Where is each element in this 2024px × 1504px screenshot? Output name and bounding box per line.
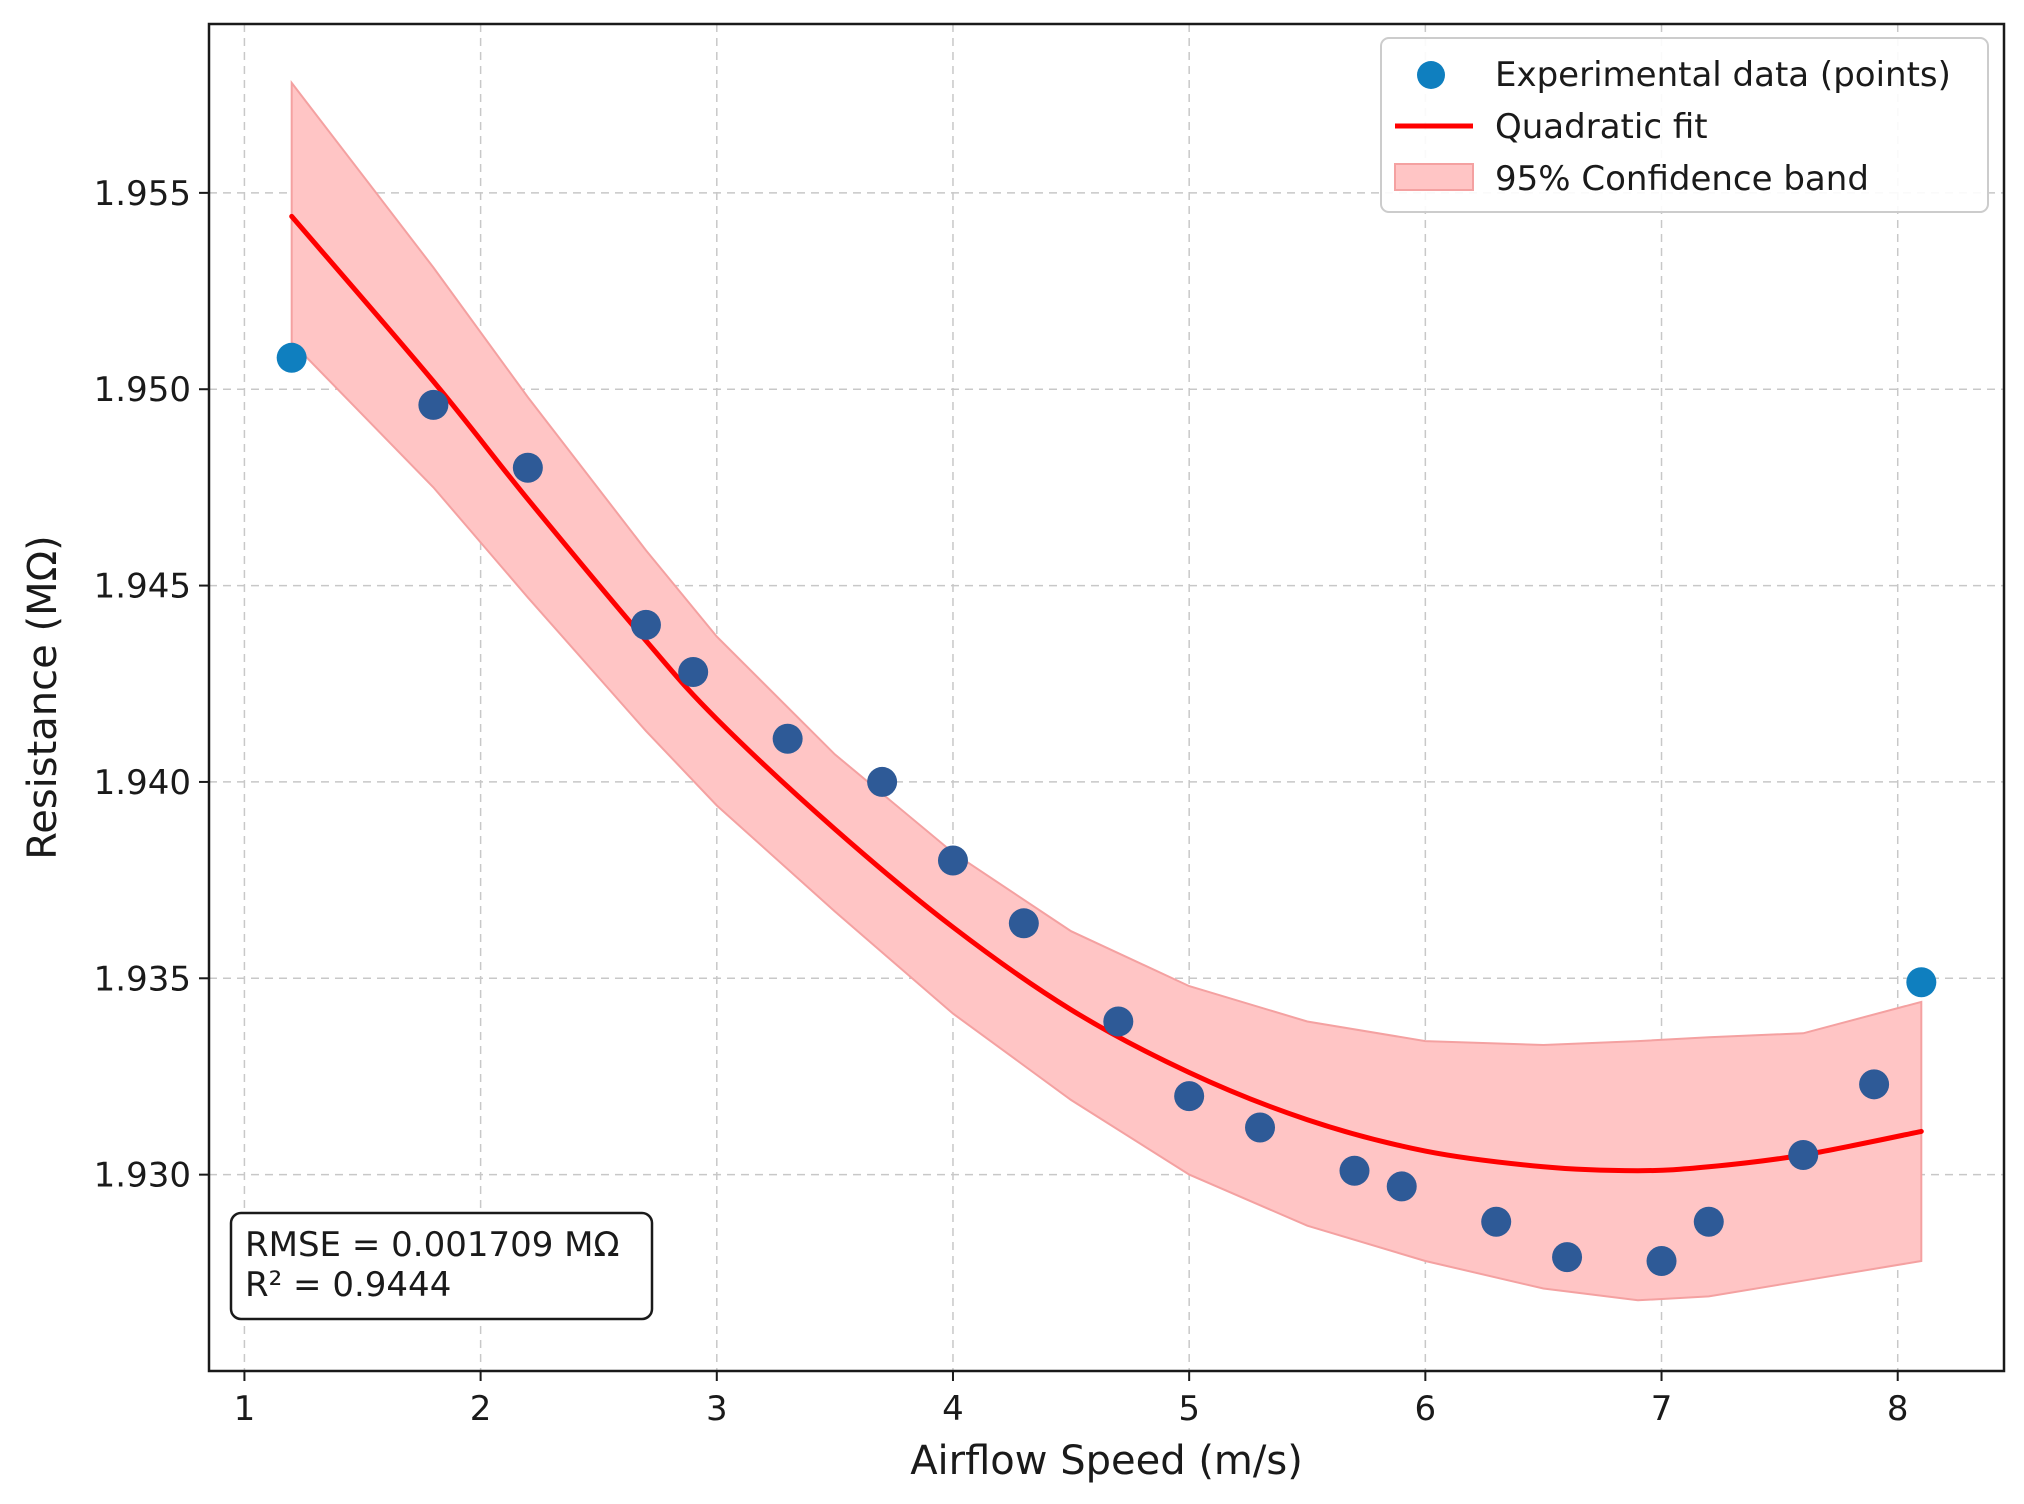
data-point-12 xyxy=(1339,1155,1370,1186)
legend-box xyxy=(1380,37,1989,213)
x-axis-label: Airflow Speed (m/s) xyxy=(910,1438,1303,1484)
data-point-4 xyxy=(678,656,709,687)
r-squared-text: R² = 0.9444 xyxy=(245,1265,451,1305)
data-point-18 xyxy=(1788,1140,1819,1171)
x-tick-label-2: 3 xyxy=(706,1389,728,1429)
y-tick-label-2: 1.940 xyxy=(94,763,191,803)
data-point-8 xyxy=(1008,908,1039,939)
quadratic-fit-line xyxy=(289,213,1924,1174)
x-tick-label-0: 1 xyxy=(234,1389,256,1429)
y-axis-ticks: 1.930 1.935 1.940 1.945 1.950 1.955 xyxy=(94,174,209,1196)
rmse-text: RMSE = 0.001709 MΩ xyxy=(245,1225,619,1265)
data-point-16 xyxy=(1646,1246,1677,1277)
data-point-20 xyxy=(1906,967,1937,998)
plot-frame xyxy=(207,22,2006,1373)
y-tick-label-0: 1.930 xyxy=(94,1156,191,1196)
data-point-15 xyxy=(1552,1242,1583,1273)
data-point-17 xyxy=(1693,1206,1724,1237)
x-axis-ticks: 1 2 3 4 5 6 7 8 xyxy=(234,1371,1909,1429)
data-point-5 xyxy=(772,723,803,754)
data-point-9 xyxy=(1103,1006,1134,1037)
y-axis-label: Resistance (MΩ) xyxy=(20,535,66,860)
stats-annotation-box xyxy=(229,1211,654,1321)
x-tick-label-6: 7 xyxy=(1651,1389,1673,1429)
legend-label-fit: Quadratic fit xyxy=(1495,107,1708,147)
x-tick-label-5: 6 xyxy=(1415,1389,1437,1429)
data-point-7 xyxy=(937,845,968,876)
data-point-10 xyxy=(1174,1081,1205,1112)
experimental-points xyxy=(276,342,1937,1277)
data-point-3 xyxy=(630,609,661,640)
y-tick-label-5: 1.955 xyxy=(94,174,191,214)
legend-label-band: 95% Confidence band xyxy=(1495,159,1869,199)
x-tick-label-7: 8 xyxy=(1887,1389,1909,1429)
legend: Experimental data (points) Quadratic fit… xyxy=(1380,37,1989,213)
x-tick-label-3: 4 xyxy=(942,1389,964,1429)
data-point-19 xyxy=(1859,1069,1890,1100)
y-tick-label-4: 1.950 xyxy=(94,370,191,410)
data-point-11 xyxy=(1245,1112,1276,1143)
legend-marker-band xyxy=(1394,163,1474,191)
y-tick-label-3: 1.945 xyxy=(94,567,191,607)
x-tick-label-1: 2 xyxy=(470,1389,492,1429)
legend-label-points: Experimental data (points) xyxy=(1495,55,1951,95)
data-point-0 xyxy=(276,342,307,373)
legend-marker-points xyxy=(1417,61,1445,89)
data-point-2 xyxy=(512,452,543,483)
y-tick-label-1: 1.935 xyxy=(94,959,191,999)
data-point-13 xyxy=(1386,1171,1417,1202)
x-tick-label-4: 5 xyxy=(1178,1389,1200,1429)
data-point-14 xyxy=(1481,1206,1512,1237)
data-point-6 xyxy=(867,766,898,797)
stats-annotation: RMSE = 0.001709 MΩ R² = 0.9444 xyxy=(229,1211,654,1321)
data-point-1 xyxy=(418,389,449,420)
